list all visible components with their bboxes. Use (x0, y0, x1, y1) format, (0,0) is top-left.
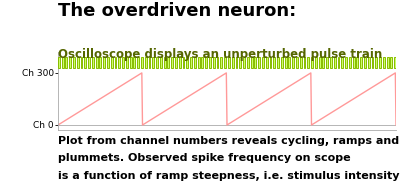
Bar (137, 57, 139, 68)
Bar (304, 57, 306, 68)
Bar (220, 57, 222, 68)
Bar (175, 57, 177, 68)
Bar (379, 57, 381, 68)
Bar (254, 57, 256, 68)
Bar (103, 57, 105, 68)
Bar (122, 57, 124, 68)
Bar (356, 57, 358, 68)
Bar (251, 57, 252, 68)
Bar (179, 57, 181, 68)
Text: Oscilloscope displays an unperturbed pulse train: Oscilloscope displays an unperturbed pul… (58, 48, 382, 61)
Bar (145, 57, 147, 68)
Text: is a function of ramp steepness, i.e. stimulus intensity: is a function of ramp steepness, i.e. st… (58, 171, 400, 181)
Bar (315, 57, 317, 68)
Bar (88, 57, 90, 68)
Bar (258, 57, 260, 68)
Bar (58, 57, 60, 68)
Bar (190, 57, 192, 68)
Bar (80, 57, 82, 68)
Bar (288, 57, 290, 68)
Bar (126, 57, 128, 68)
Bar (164, 57, 166, 68)
Bar (296, 57, 298, 68)
Bar (160, 57, 162, 68)
Bar (224, 57, 226, 68)
Bar (183, 57, 184, 68)
Bar (292, 57, 294, 68)
Bar (364, 57, 366, 68)
Text: The overdriven neuron:: The overdriven neuron: (58, 2, 296, 20)
Bar (186, 57, 188, 68)
Text: plummets. Observed spike frequency on scope: plummets. Observed spike frequency on sc… (58, 153, 351, 163)
Bar (202, 57, 203, 68)
Bar (107, 57, 109, 68)
Bar (114, 57, 116, 68)
Bar (130, 57, 132, 68)
Bar (217, 57, 218, 68)
Bar (62, 57, 64, 68)
Bar (277, 57, 279, 68)
Bar (387, 57, 388, 68)
Bar (368, 57, 370, 68)
Bar (383, 57, 385, 68)
Bar (360, 57, 362, 68)
Bar (311, 57, 313, 68)
Bar (66, 57, 67, 68)
Bar (194, 57, 196, 68)
Bar (213, 57, 215, 68)
Bar (198, 57, 200, 68)
Bar (285, 57, 286, 68)
Bar (372, 57, 374, 68)
Bar (156, 57, 158, 68)
Bar (239, 57, 241, 68)
Bar (326, 57, 328, 68)
Bar (270, 57, 271, 68)
Bar (247, 57, 249, 68)
Bar (300, 57, 302, 68)
Bar (205, 57, 207, 68)
Bar (281, 57, 283, 68)
Bar (262, 57, 264, 68)
Bar (84, 57, 86, 68)
Bar (345, 57, 347, 68)
Bar (148, 57, 150, 68)
Bar (152, 57, 154, 68)
Bar (330, 57, 332, 68)
Bar (334, 57, 336, 68)
Bar (141, 57, 143, 68)
Bar (390, 57, 392, 68)
Bar (319, 57, 320, 68)
Bar (349, 57, 351, 68)
Bar (96, 57, 98, 68)
Bar (273, 57, 275, 68)
Bar (92, 57, 94, 68)
Bar (394, 57, 396, 68)
Bar (307, 57, 309, 68)
Bar (168, 57, 169, 68)
Bar (171, 57, 173, 68)
Bar (100, 57, 101, 68)
Bar (341, 57, 343, 68)
Bar (111, 57, 113, 68)
Bar (209, 57, 211, 68)
Bar (243, 57, 245, 68)
Bar (236, 57, 237, 68)
Bar (375, 57, 377, 68)
Bar (266, 57, 268, 68)
Bar (353, 57, 354, 68)
Bar (77, 57, 79, 68)
Bar (73, 57, 75, 68)
Bar (338, 57, 340, 68)
Bar (69, 57, 71, 68)
Bar (322, 57, 324, 68)
Bar (232, 57, 234, 68)
Bar (118, 57, 120, 68)
Bar (228, 57, 230, 68)
Bar (134, 57, 135, 68)
Text: Plot from channel numbers reveals cycling, ramps and: Plot from channel numbers reveals cyclin… (58, 136, 399, 146)
